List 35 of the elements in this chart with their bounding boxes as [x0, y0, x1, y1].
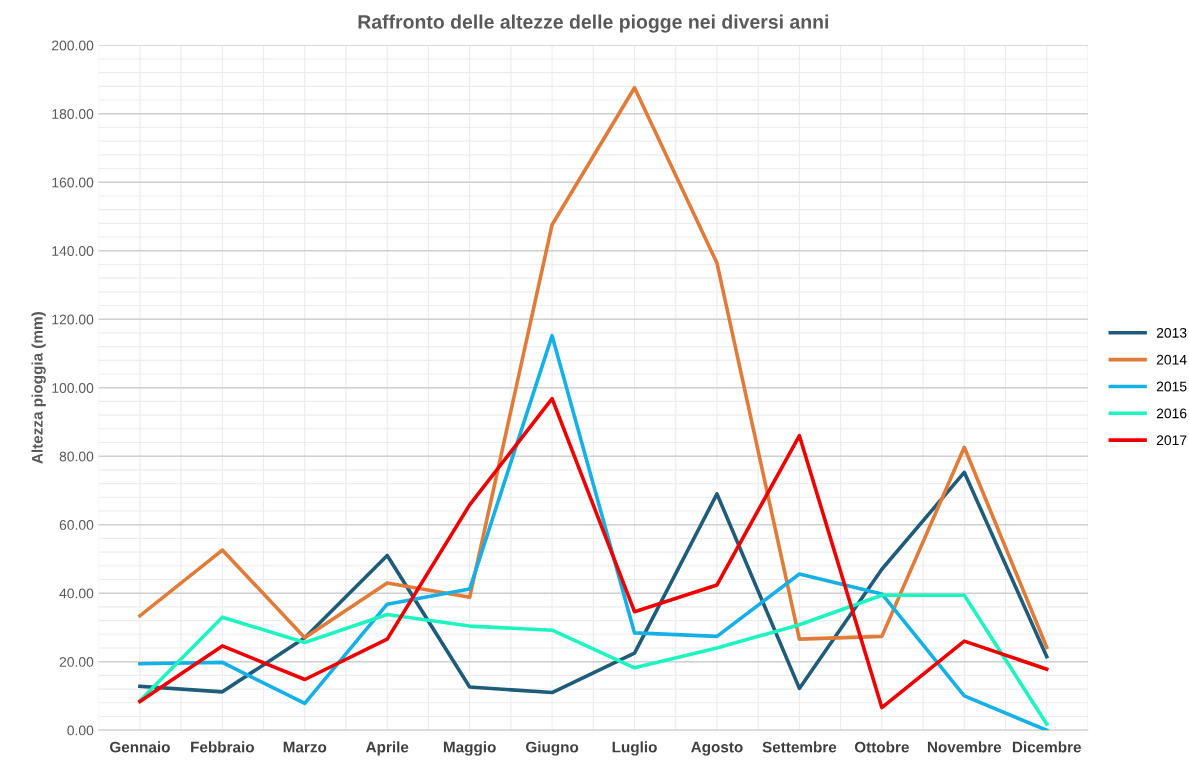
- x-tick-label: Gennaio: [109, 741, 170, 753]
- legend-label: 2017: [1156, 435, 1187, 446]
- x-tick-label: Ottobre: [854, 741, 909, 753]
- x-tick-label: Febbraio: [191, 741, 254, 753]
- chart-title: Raffronto delle altezze delle piogge nei diversi anni: [358, 14, 829, 33]
- x-tick-label: Giugno: [525, 741, 579, 756]
- y-tick-label: 80.00: [59, 451, 94, 462]
- x-tick-label: Aprile: [365, 741, 409, 756]
- legend-label: 2013: [1156, 327, 1187, 338]
- x-tick-label: Luglio: [612, 741, 657, 756]
- x-tick-label: Settembre: [762, 741, 837, 753]
- y-tick-label: 20.00: [59, 657, 94, 667]
- line-series: [138, 470, 1049, 695]
- legend-label: 2015: [1156, 381, 1187, 392]
- y-tick-label: 160.00: [52, 177, 94, 188]
- y-tick-label: 40.00: [59, 588, 94, 599]
- x-tick-label: Agosto: [691, 741, 743, 756]
- y-tick-label: 100.00: [52, 383, 94, 393]
- line-series: [138, 333, 1049, 731]
- y-tick-label: 0.00: [67, 725, 94, 736]
- legend-label: 2014: [1156, 354, 1187, 365]
- x-tick-label: Marzo: [283, 741, 327, 753]
- y-tick-label: 140.00: [52, 246, 94, 256]
- line-series: [138, 85, 1049, 650]
- line-series: [138, 396, 1049, 710]
- y-tick-label: 120.00: [52, 314, 94, 325]
- x-tick-label: Dicembre: [1012, 741, 1082, 753]
- y-tick-label: 200.00: [52, 40, 94, 51]
- line-series: [138, 593, 1049, 726]
- y-tick-label: 60.00: [59, 520, 94, 530]
- x-tick-label: Novembre: [927, 741, 1002, 753]
- x-tick-label: Maggio: [443, 741, 496, 756]
- legend-label: 2016: [1156, 408, 1187, 419]
- y-tick-label: 180.00: [52, 109, 94, 119]
- y-axis-title: Altezza pioggia (mm): [31, 312, 46, 464]
